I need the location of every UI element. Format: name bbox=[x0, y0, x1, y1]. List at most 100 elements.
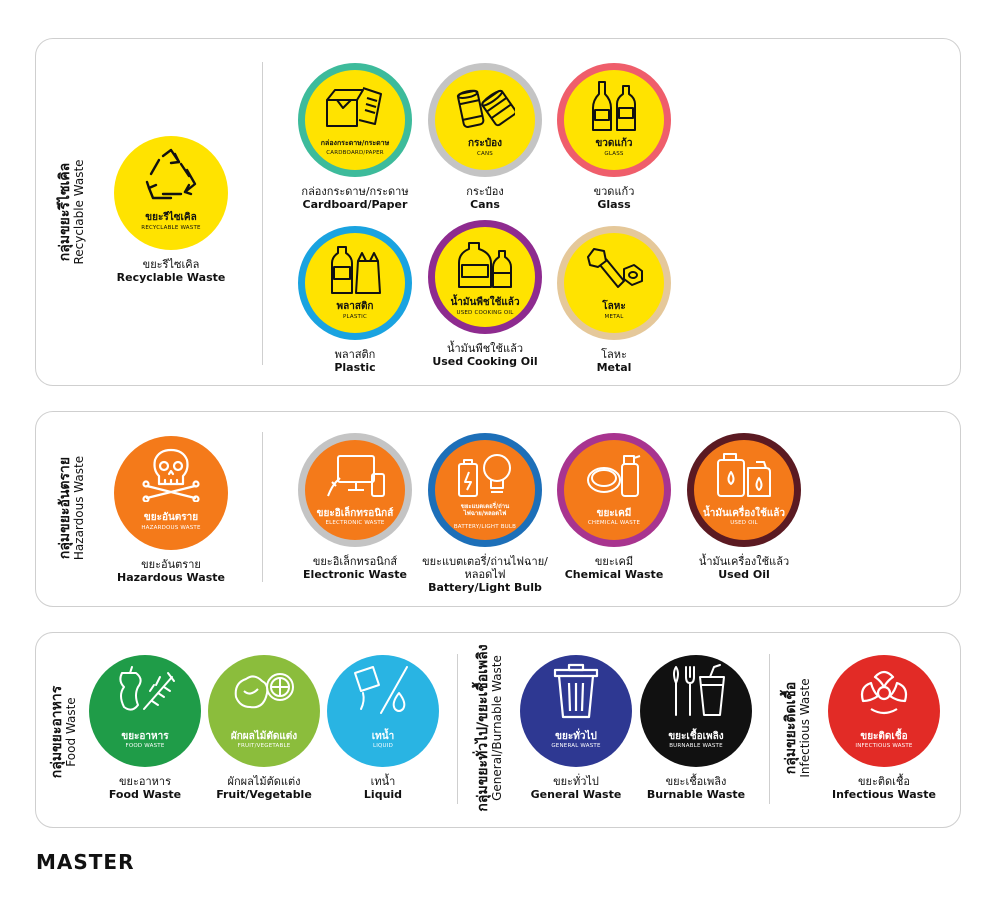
caption-th: เทน้ำ bbox=[370, 775, 396, 788]
cutlery-cup-icon bbox=[673, 664, 725, 716]
caption-th: ขยะเชื้อเพลิง bbox=[665, 775, 727, 788]
caption-th: ขวดแก้ว bbox=[593, 185, 635, 198]
badge-label-en: LIQUID bbox=[372, 743, 394, 749]
badge-label-en: ELECTRONIC WASTE bbox=[325, 520, 385, 526]
badge-battery: ขยะแบตเตอรี่/ถ่านไฟฉาย/หลอดไฟ BATTERY/LI… bbox=[428, 433, 542, 547]
badge-plastic: พลาสติก PLASTIC bbox=[298, 226, 412, 340]
caption-th: น้ำมันพืชใช้แล้ว bbox=[446, 342, 524, 355]
badge-label-en: INFECTIOUS WASTE bbox=[855, 743, 913, 749]
waste-item-hazardous: ขยะอันตราย HAZARDOUS WASTE ขยะอันตราย Ha… bbox=[91, 436, 251, 585]
badge-cooking-oil: น้ำมันพืชใช้แล้ว USED COOKING OIL bbox=[428, 220, 542, 334]
waste-item-electronic: ขยะอิเล็กทรอนิกส์ ELECTRONIC WASTE ขยะอิ… bbox=[275, 433, 435, 582]
divider bbox=[262, 62, 263, 365]
badge-recyclable: ขยะรีไซเคิล RECYCLABLE WASTE bbox=[114, 136, 228, 250]
badge-metal: โลหะ METAL bbox=[557, 226, 671, 340]
caption-en: General Waste bbox=[530, 788, 622, 802]
caption-en: Electronic Waste bbox=[303, 568, 407, 582]
waste-item-food: ขยะอาหาร FOOD WASTE ขยะอาหาร Food Waste bbox=[65, 655, 225, 802]
badge-label-en: FRUIT/VEGETABLE bbox=[237, 743, 291, 749]
divider bbox=[457, 654, 458, 804]
waste-item-used-oil: น้ำมันเครื่องใช้แล้ว USED OIL น้ำมันเครื… bbox=[664, 433, 824, 582]
badge-infectious: ขยะติดเชื้อ INFECTIOUS WASTE bbox=[828, 655, 940, 767]
divider bbox=[262, 432, 263, 582]
caption-th: โลหะ bbox=[601, 348, 627, 361]
caption-th: กระป๋อง bbox=[466, 185, 504, 198]
badge-label-en: CARDBOARD/PAPER bbox=[326, 150, 384, 156]
badge-label-th: ขยะเคมี bbox=[596, 508, 632, 519]
group-label-th: กลุ่มขยะติดเชื้อ bbox=[783, 681, 800, 775]
cardboard-box-icon bbox=[326, 87, 382, 127]
group-label-th: กลุ่มขยะอาหาร bbox=[49, 685, 66, 779]
badge-chemical: ขยะเคมี CHEMICAL WASTE bbox=[557, 433, 671, 547]
caption-en: Recyclable Waste bbox=[116, 271, 226, 285]
group-label-th: กลุ่มขยะรีไซเคิล bbox=[57, 162, 74, 262]
caption-en: Cardboard/Paper bbox=[302, 198, 408, 212]
caption-en: Burnable Waste bbox=[646, 788, 746, 802]
badge-general: ขยะทั่วไป GENERAL WASTE bbox=[520, 655, 632, 767]
badge-label-th: น้ำมันพืชใช้แล้ว bbox=[450, 297, 520, 308]
caption-th: ผักผลไม้ตัดแต่ง bbox=[227, 775, 301, 788]
badge-label-th: ขยะอันตราย bbox=[143, 512, 199, 523]
group-label-en: Recyclable Waste bbox=[72, 159, 87, 265]
trash-bin-icon bbox=[553, 663, 599, 719]
oil-can-icon bbox=[717, 453, 771, 497]
badge-label-th: ขยะติดเชื้อ bbox=[860, 731, 908, 742]
waste-item-metal: โลหะ METAL โลหะ Metal bbox=[534, 226, 694, 375]
caption-th: กล่องกระดาษ/กระดาษ bbox=[301, 185, 409, 198]
badge-label-th: กล่องกระดาษ/กระดาษ bbox=[320, 139, 390, 147]
biohazard-icon bbox=[860, 670, 908, 715]
group-label-th: กลุ่มขยะทั่วไป/ขยะเชื้อเพลิง bbox=[475, 644, 492, 812]
waste-item-cooking-oil: น้ำมันพืชใช้แล้ว USED COOKING OIL น้ำมัน… bbox=[405, 220, 565, 369]
badge-electronic: ขยะอิเล็กทรอนิกส์ ELECTRONIC WASTE bbox=[298, 433, 412, 547]
caption-en: Infectious Waste bbox=[832, 788, 936, 802]
divider bbox=[769, 654, 770, 804]
waste-item-plastic: พลาสติก PLASTIC พลาสติก Plastic bbox=[275, 226, 435, 375]
badge-glass: ขวดแก้ว GLASS bbox=[557, 63, 671, 177]
caption-en: Fruit/Vegetable bbox=[216, 788, 312, 802]
badge-label-en: HAZARDOUS WASTE bbox=[141, 525, 201, 531]
caption-th: ขยะทั่วไป bbox=[553, 775, 599, 788]
badge-label-th: ขยะทั่วไป bbox=[555, 731, 597, 742]
badge-label-th: ขยะรีไซเคิล bbox=[145, 212, 197, 223]
badge-label-th: ขยะอิเล็กทรอนิกส์ bbox=[316, 508, 394, 519]
badge-label-en: PLASTIC bbox=[343, 314, 367, 320]
apple-core-fishbone-icon bbox=[119, 666, 175, 711]
waste-item-infectious: ขยะติดเชื้อ INFECTIOUS WASTE ขยะติดเชื้อ… bbox=[804, 655, 964, 802]
badge-label-th: ขวดแก้ว bbox=[595, 138, 633, 149]
caption-th: ขยะอิเล็กทรอนิกส์ bbox=[312, 555, 398, 568]
waste-item-cardboard: กล่องกระดาษ/กระดาษ CARDBOARD/PAPER กล่อง… bbox=[275, 63, 435, 212]
group-label-hazardous: กลุ่มขยะอันตราย Hazardous Waste bbox=[57, 456, 87, 560]
waste-item-general: ขยะทั่วไป GENERAL WASTE ขยะทั่วไป Genera… bbox=[496, 655, 656, 802]
caption-th: ขยะรีไซเคิล bbox=[142, 258, 200, 271]
bolt-nut-icon bbox=[587, 248, 643, 288]
waste-item-burnable: ขยะเชื้อเพลิง BURNABLE WASTE ขยะเชื้อเพล… bbox=[616, 655, 776, 802]
electronics-icon bbox=[327, 455, 385, 497]
badge-label-en: CHEMICAL WASTE bbox=[587, 520, 641, 526]
badge-label-en: USED OIL bbox=[730, 520, 758, 526]
waste-item-chemical: ขยะเคมี CHEMICAL WASTE ขยะเคมี Chemical … bbox=[534, 433, 694, 582]
group-label-recyclable: กลุ่มขยะรีไซเคิล Recyclable Waste bbox=[57, 159, 87, 264]
group-label-th: กลุ่มขยะอันตราย bbox=[57, 456, 74, 560]
badge-label-th: เทน้ำ bbox=[371, 731, 395, 742]
waste-item-glass: ขวดแก้ว GLASS ขวดแก้ว Glass bbox=[534, 63, 694, 212]
glass-bottle-icon bbox=[592, 81, 636, 131]
waste-item-battery: ขยะแบตเตอรี่/ถ่านไฟฉาย/หลอดไฟ BATTERY/LI… bbox=[395, 433, 575, 595]
fruit-vegetable-icon bbox=[234, 673, 294, 709]
badge-used-oil: น้ำมันเครื่องใช้แล้ว USED OIL bbox=[687, 433, 801, 547]
badge-label-th: กระป๋อง bbox=[467, 138, 503, 149]
badge-label-th: ขยะแบตเตอรี่/ถ่านไฟฉาย/หลอดไฟ bbox=[460, 503, 510, 517]
badge-label-en: USED COOKING OIL bbox=[456, 310, 514, 316]
badge-liquid: เทน้ำ LIQUID bbox=[327, 655, 439, 767]
caption-th: ขยะติดเชื้อ bbox=[858, 775, 910, 788]
oil-bottle-icon bbox=[458, 242, 512, 288]
caption-en: Plastic bbox=[334, 361, 376, 375]
caption-th: ขยะเคมี bbox=[594, 555, 634, 568]
recycle-icon bbox=[145, 148, 197, 200]
waste-item-liquid: เทน้ำ LIQUID เทน้ำ Liquid bbox=[303, 655, 463, 802]
caption-en: Chemical Waste bbox=[564, 568, 664, 582]
badge-label-en: METAL bbox=[604, 314, 624, 320]
plastic-bottle-icon bbox=[331, 246, 381, 294]
caption-en: Cans bbox=[470, 198, 500, 212]
badge-label-th: ขยะอาหาร bbox=[121, 731, 169, 742]
badge-label-th: ขยะเชื้อเพลิง bbox=[668, 731, 724, 742]
